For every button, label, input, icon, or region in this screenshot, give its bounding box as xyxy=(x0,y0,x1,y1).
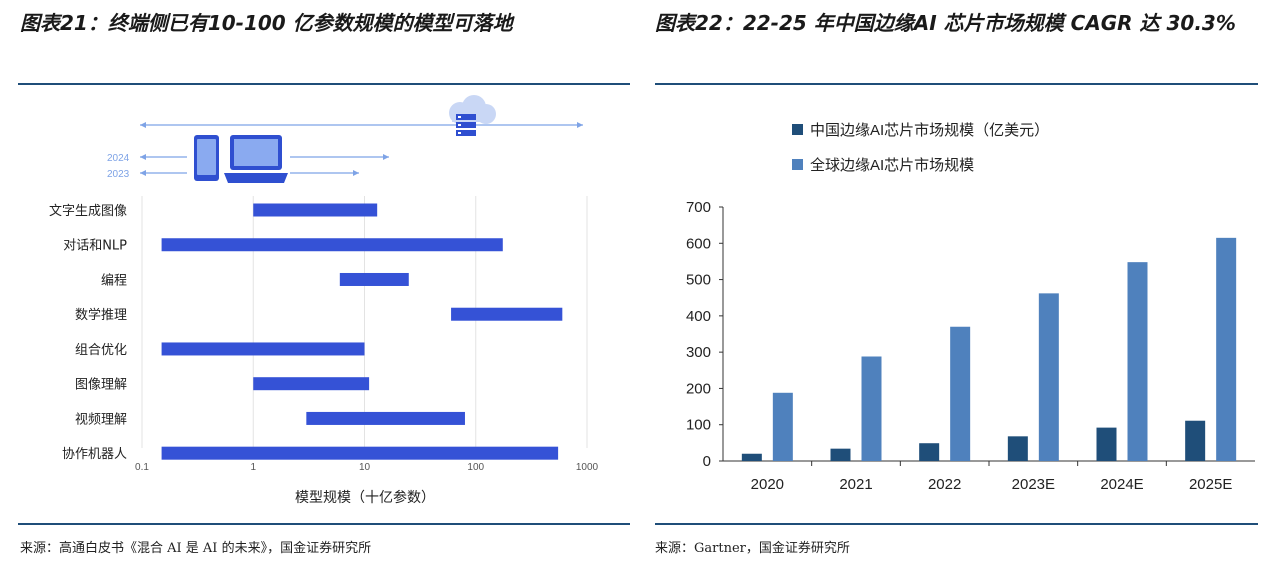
x-tick-label: 2020 xyxy=(751,476,784,493)
range-bar xyxy=(161,446,559,460)
bar-global xyxy=(950,326,971,461)
legend-label-global: 全球边缘AI芯片市场规模 xyxy=(810,156,974,174)
x-tick-label: 2021 xyxy=(839,476,872,493)
range-bar xyxy=(253,377,370,391)
category-label: 组合优化 xyxy=(75,343,127,358)
top-rule-right xyxy=(655,83,1258,85)
category-label: 对话和NLP xyxy=(63,239,127,254)
x-axis-label: 模型规模（十亿参数） xyxy=(295,489,435,505)
year-label-2024: 2024 xyxy=(107,153,130,164)
source-left: 来源：高通白皮书《混合 AI 是 AI 的未来》，国金证券研究所 xyxy=(20,541,372,556)
category-label: 视频理解 xyxy=(75,412,127,427)
x-tick-label: 2023E xyxy=(1012,476,1055,493)
bar-china xyxy=(919,443,940,461)
device-diagram: 2024 2023 xyxy=(107,95,583,183)
range-bar xyxy=(451,307,563,321)
category-label: 协作机器人 xyxy=(62,447,127,462)
source-right: 来源：Gartner，国金证券研究所 xyxy=(655,541,850,556)
y-tick-label: 600 xyxy=(686,235,711,252)
year-label-2023: 2023 xyxy=(107,169,130,180)
phone-icon xyxy=(194,135,219,181)
y-tick-label: 0 xyxy=(703,453,711,470)
range-bar xyxy=(339,272,409,286)
edge-ai-chip-market-chart: 中国边缘AI芯片市场规模（亿美元） 全球边缘AI芯片市场规模 0 100 200 30… xyxy=(686,122,1255,493)
x-tick-label: 2022 xyxy=(928,476,961,493)
range-bar xyxy=(161,342,365,356)
category-label: 数学推理 xyxy=(75,307,127,323)
y-tick-label: 500 xyxy=(686,272,711,289)
legend-swatch-global xyxy=(792,159,803,170)
bar-global xyxy=(1127,262,1148,461)
category-label: 编程 xyxy=(101,273,127,288)
x-tick-label: 2025E xyxy=(1189,476,1232,493)
bar-china xyxy=(1096,427,1117,461)
bar-global xyxy=(1038,293,1059,461)
bar-china xyxy=(1185,420,1206,461)
legend: 中国边缘AI芯片市场规模（亿美元） 全球边缘AI芯片市场规模 xyxy=(792,122,1049,174)
bar-global xyxy=(772,392,793,461)
x-tick-label: 1 xyxy=(250,462,256,473)
x-tick-label: 0.1 xyxy=(135,462,149,473)
figure-22-title: 图表22：22-25 年中国边缘AI 芯片市场规模 CAGR 达 30.3% xyxy=(655,11,1236,35)
x-tick-label: 10 xyxy=(359,462,371,473)
cloud-server-icon xyxy=(449,95,496,136)
y-tick-label: 300 xyxy=(686,344,711,361)
range-bar xyxy=(253,203,378,217)
y-tick-label: 100 xyxy=(686,417,711,434)
y-tick-label: 700 xyxy=(686,199,711,216)
legend-swatch-china xyxy=(792,124,803,135)
range-bar xyxy=(161,238,503,252)
figure-21-title: 图表21：终端侧已有10-100 亿参数规模的模型可落地 xyxy=(20,11,513,35)
y-tick-label: 400 xyxy=(686,308,711,325)
y-tick-label: 200 xyxy=(686,380,711,397)
bottom-rule-right xyxy=(655,523,1258,525)
category-label: 文字生成图像 xyxy=(49,204,127,219)
x-tick-label: 2024E xyxy=(1100,476,1143,493)
x-tick-label: 100 xyxy=(467,462,484,473)
x-tick-label: 1000 xyxy=(576,462,599,473)
bar-global xyxy=(861,356,882,461)
bar-global xyxy=(1216,237,1237,461)
bar-china xyxy=(830,448,851,461)
bottom-rule-left xyxy=(18,523,630,525)
bar-china xyxy=(1007,436,1028,461)
range-bar xyxy=(306,411,465,425)
legend-label-china: 中国边缘AI芯片市场规模（亿美元） xyxy=(810,122,1049,139)
category-label: 图像理解 xyxy=(75,378,127,393)
top-rule-left xyxy=(18,83,630,85)
bar-china xyxy=(741,453,762,461)
laptop-icon xyxy=(224,135,288,183)
